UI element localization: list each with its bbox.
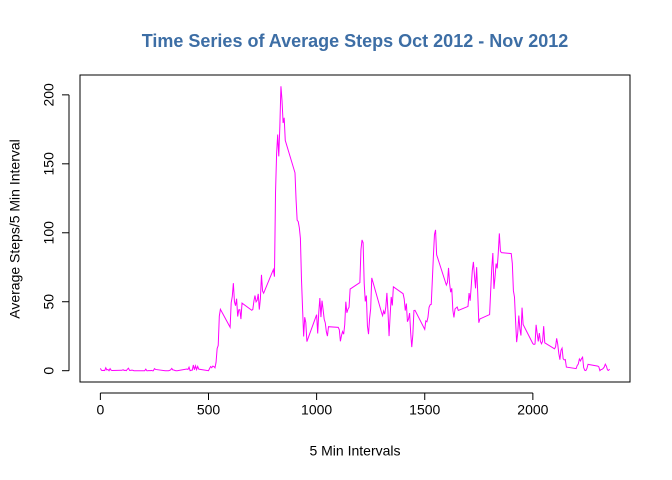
y-tick-label: 150 [41, 152, 57, 176]
series-line [99, 86, 611, 372]
y-tick-label: 0 [41, 367, 57, 375]
x-tick-label: 2000 [517, 402, 548, 418]
plot-frame [79, 74, 631, 383]
y-tick-label: 50 [41, 294, 57, 310]
chart-title: Time Series of Average Steps Oct 2012 - … [142, 31, 569, 51]
x-axis-label: 5 Min Intervals [309, 443, 400, 459]
x-tick-label: 1500 [409, 402, 440, 418]
y-tick-label: 100 [41, 221, 57, 245]
y-axis-label: Average Steps/5 Min Interval [7, 139, 23, 319]
y-tick-label: 200 [41, 83, 57, 107]
x-tick-label: 500 [197, 402, 221, 418]
x-tick-label: 1000 [301, 402, 332, 418]
x-tick-label: 0 [96, 402, 104, 418]
